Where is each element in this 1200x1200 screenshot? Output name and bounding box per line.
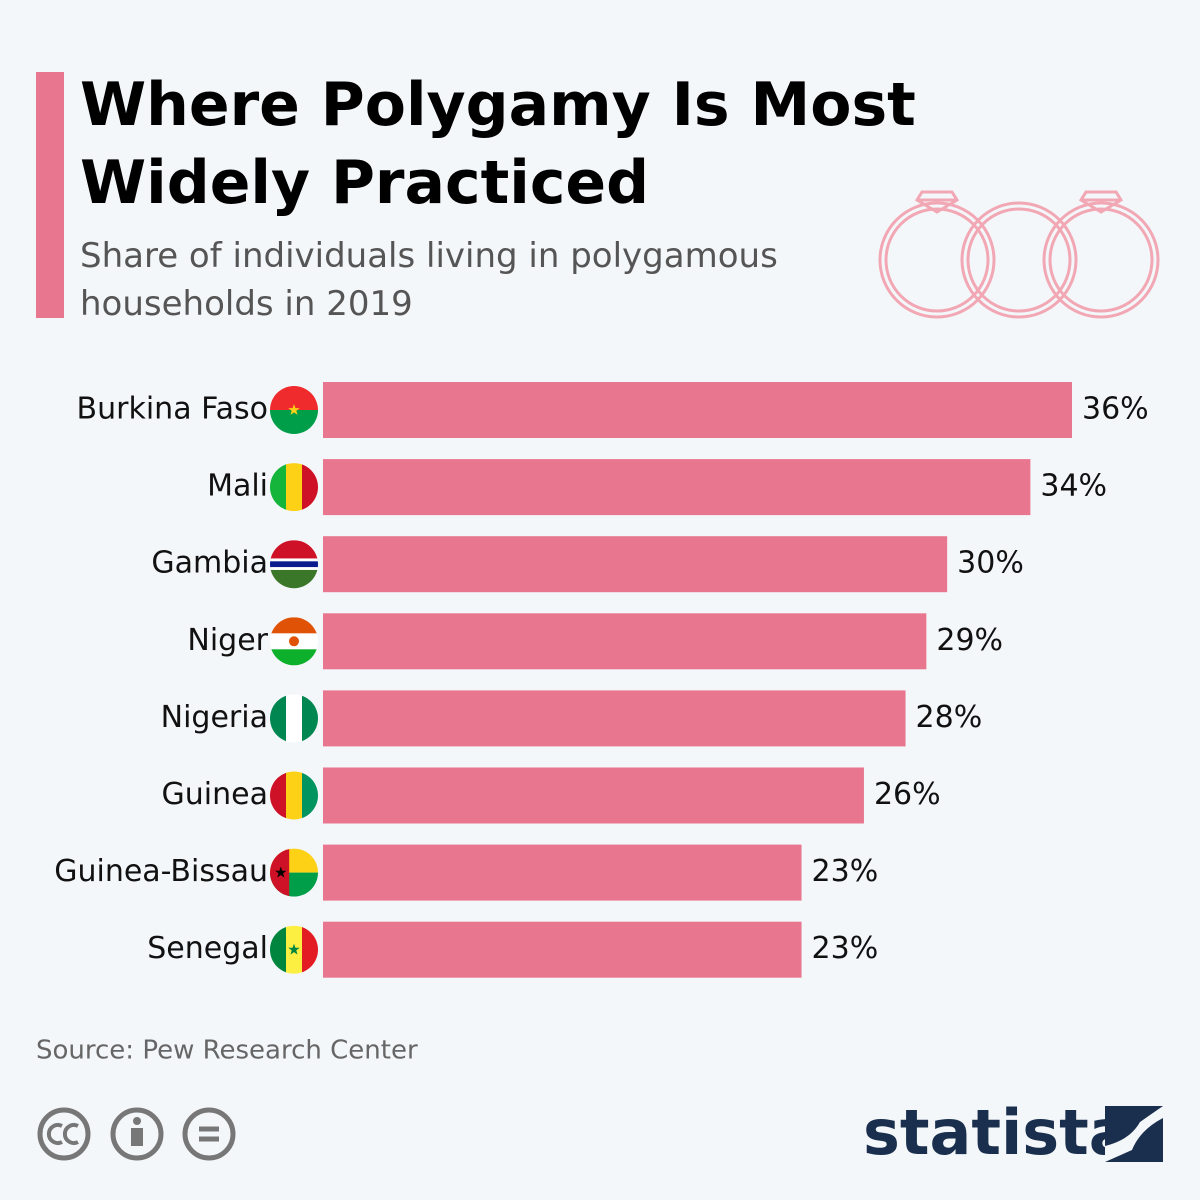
rings-illustration	[878, 190, 1160, 319]
category-label: Guinea	[162, 777, 268, 812]
flag-stripe	[286, 771, 303, 820]
category-label: Mali	[207, 469, 268, 504]
accent-bar	[36, 72, 64, 318]
flag-stripe	[270, 463, 287, 512]
flag-stripe	[270, 410, 318, 434]
flag-stripe	[270, 649, 318, 666]
flag-stripe	[286, 463, 303, 512]
bar	[323, 459, 1031, 516]
flag	[270, 386, 318, 434]
flag	[270, 771, 318, 820]
brand-logo: statista	[863, 1096, 1131, 1169]
bar	[323, 382, 1072, 438]
flag-stripe	[302, 925, 318, 974]
flag-stripe	[302, 463, 318, 512]
category-label: Gambia	[151, 546, 268, 581]
flag-stripe	[270, 561, 318, 568]
flag	[270, 925, 318, 974]
bar	[323, 844, 802, 901]
bar	[323, 767, 864, 824]
flag	[270, 540, 318, 589]
flag-stripe	[270, 540, 318, 559]
bar	[323, 921, 802, 978]
category-label: Niger	[187, 623, 268, 658]
brand-mark	[1105, 1106, 1163, 1162]
flag	[270, 848, 318, 897]
category-label: Burkina Faso	[77, 392, 268, 427]
flag-stripe	[270, 925, 287, 974]
bar	[323, 613, 927, 670]
category-label: Senegal	[147, 931, 268, 966]
category-label: Nigeria	[161, 700, 268, 735]
value-label: 36%	[1082, 392, 1149, 427]
flag-stripe	[270, 771, 287, 820]
flag-stripe	[302, 771, 318, 820]
license-icons	[37, 1107, 236, 1161]
category-label: Guinea-Bissau	[54, 854, 268, 889]
flag-stripe	[286, 694, 303, 743]
flag	[270, 463, 318, 512]
value-label: 23%	[812, 854, 879, 889]
chart-title: Where Polygamy Is Most Widely Practiced	[80, 70, 916, 218]
flag-emblem	[288, 404, 300, 415]
value-label: 34%	[1040, 469, 1107, 504]
chart-subtitle: Share of individuals living in polygamou…	[80, 236, 778, 324]
flag-stripe	[302, 694, 318, 743]
bar	[323, 690, 906, 747]
flag-stripe	[270, 569, 318, 589]
value-label: 26%	[874, 777, 941, 812]
source: Source: Pew Research Center	[36, 1036, 418, 1066]
flag-stripe	[270, 567, 318, 571]
flag-stripe	[270, 558, 318, 562]
value-label: 29%	[936, 623, 1003, 658]
flag-emblem	[288, 943, 300, 955]
flag-stripe	[270, 694, 287, 743]
value-label: 30%	[957, 546, 1024, 581]
flag-emblem	[275, 866, 287, 878]
value-label: 23%	[812, 931, 879, 966]
bar	[323, 536, 948, 593]
value-label: 28%	[916, 700, 983, 735]
flag-stripe	[270, 617, 318, 634]
flag	[270, 694, 318, 743]
flag-emblem	[289, 636, 299, 647]
flag	[270, 617, 318, 666]
